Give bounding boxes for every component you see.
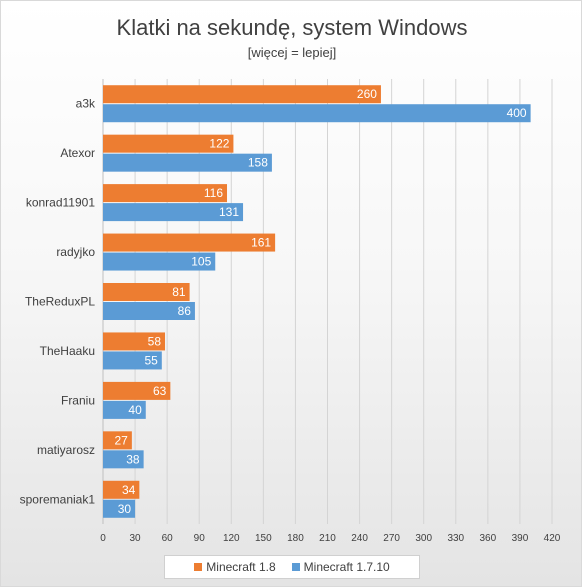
x-tick-label: 30 xyxy=(130,533,142,544)
x-tick-label: 360 xyxy=(480,533,497,544)
chart-legend: Minecraft 1.8 Minecraft 1.7.10 xyxy=(164,555,420,579)
bar-series-1 xyxy=(103,184,228,203)
x-tick-label: 270 xyxy=(383,533,400,544)
category-label: sporemaniak1 xyxy=(20,492,96,506)
data-label-series-1: 260 xyxy=(357,87,377,101)
category-label: TheReduxPL xyxy=(25,295,95,309)
bar-series-1 xyxy=(103,134,234,153)
category-label: konrad11901 xyxy=(26,196,95,210)
bar-series-2 xyxy=(103,302,195,320)
data-label-series-2: 38 xyxy=(126,452,140,466)
legend-item-series-1: Minecraft 1.8 xyxy=(194,560,276,574)
legend-label-series-2: Minecraft 1.7.10 xyxy=(303,560,390,574)
bar-series-1 xyxy=(103,283,190,301)
data-label-series-2: 400 xyxy=(507,106,527,120)
category-label: a3k xyxy=(76,97,96,111)
x-tick-label: 420 xyxy=(544,533,561,544)
bar-series-1 xyxy=(103,233,276,252)
bar-series-1 xyxy=(103,381,171,400)
data-label-series-1: 81 xyxy=(172,285,186,299)
x-tick-label: 210 xyxy=(319,533,336,544)
x-tick-label: 180 xyxy=(287,533,304,544)
x-tick-label: 390 xyxy=(512,533,529,544)
legend-swatch-series-1 xyxy=(194,563,203,571)
x-tick-label: 90 xyxy=(194,533,206,544)
data-label-series-2: 105 xyxy=(191,255,211,269)
data-label-series-1: 116 xyxy=(204,186,223,200)
x-tick-label: 150 xyxy=(255,533,272,544)
data-label-series-1: 161 xyxy=(251,236,271,250)
bar-series-2 xyxy=(103,499,136,518)
bar-series-2 xyxy=(103,400,146,419)
x-tick-label: 120 xyxy=(223,533,240,544)
data-label-series-2: 86 xyxy=(178,304,192,318)
data-label-series-2: 30 xyxy=(118,502,132,516)
data-label-series-1: 63 xyxy=(153,384,167,398)
data-label-series-1: 27 xyxy=(115,433,129,447)
category-label: TheHaaku xyxy=(40,344,95,358)
legend-item-series-2: Minecraft 1.7.10 xyxy=(291,560,390,574)
bar-series-1 xyxy=(103,431,132,450)
bar-series-1 xyxy=(103,480,140,499)
chart-title: Klatki na sekundę, system Windows xyxy=(116,15,468,40)
data-label-series-1: 122 xyxy=(209,137,229,151)
category-label: Franiu xyxy=(61,393,95,407)
data-label-series-2: 131 xyxy=(219,205,239,219)
data-label-series-2: 158 xyxy=(248,156,268,170)
x-tick-label: 330 xyxy=(447,533,464,544)
bar-series-1 xyxy=(103,332,166,351)
bar-series-2 xyxy=(103,203,244,222)
x-tick-label: 0 xyxy=(100,533,106,544)
x-tick-label: 60 xyxy=(162,533,174,544)
data-label-series-2: 55 xyxy=(144,353,158,367)
x-tick-label: 240 xyxy=(351,533,368,544)
bar-series-2 xyxy=(103,450,144,469)
bar-series-2 xyxy=(103,252,216,271)
category-label: Atexor xyxy=(60,146,95,160)
category-label: radyjko xyxy=(56,245,95,259)
bar-series-2 xyxy=(103,153,272,172)
bar-series-1 xyxy=(103,85,381,104)
chart-subtitle: [więcej = lepiej] xyxy=(247,45,337,60)
data-label-series-1: 34 xyxy=(122,483,136,497)
data-label-series-2: 40 xyxy=(128,403,142,417)
bar-series-2 xyxy=(103,104,531,123)
data-label-series-1: 58 xyxy=(148,334,162,348)
legend-swatch-series-2 xyxy=(291,563,300,571)
bar-series-2 xyxy=(103,351,162,370)
legend-label-series-1: Minecraft 1.8 xyxy=(206,560,276,574)
category-label: matiyarosz xyxy=(37,443,95,457)
x-tick-label: 300 xyxy=(415,533,432,544)
